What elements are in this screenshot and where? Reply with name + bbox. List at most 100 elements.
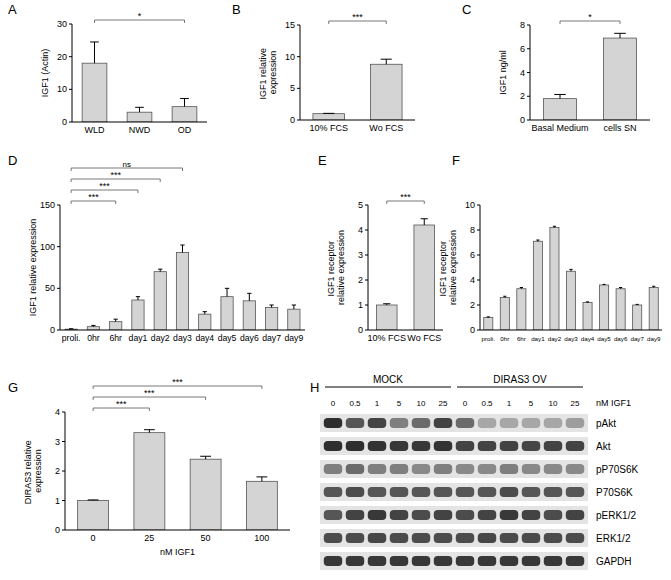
x-tick-label: WLD bbox=[85, 125, 106, 135]
band bbox=[456, 510, 474, 520]
y-tick-label: 10 bbox=[285, 52, 295, 62]
y-tick-label: 4 bbox=[520, 68, 525, 78]
dose-label: 5 bbox=[529, 399, 534, 408]
bar bbox=[500, 298, 509, 331]
y-tick-label: 15 bbox=[285, 20, 295, 30]
x-tick-label: day3 bbox=[564, 335, 578, 342]
x-tick-label: day7 bbox=[262, 333, 281, 343]
band bbox=[412, 418, 430, 428]
band bbox=[434, 418, 452, 428]
x-tick-label: day6 bbox=[240, 333, 259, 343]
bar bbox=[243, 301, 255, 330]
figure: A0102030IGF1 (Actin)WLDNWDOD*B051015IGF1… bbox=[0, 0, 671, 580]
panel-letter: A bbox=[8, 2, 17, 17]
band bbox=[456, 418, 474, 428]
dose-label: 25 bbox=[439, 399, 448, 408]
error-bar bbox=[503, 296, 506, 297]
x-axis bbox=[65, 530, 290, 531]
y-tick-label: 150 bbox=[40, 200, 55, 210]
x-axis bbox=[300, 120, 415, 121]
band bbox=[368, 510, 386, 520]
band bbox=[434, 464, 452, 474]
bar bbox=[550, 228, 559, 331]
x-tick-label: day9 bbox=[284, 333, 303, 343]
band bbox=[478, 556, 496, 566]
significance-label: * bbox=[588, 12, 592, 22]
y-tick-label: 0 bbox=[470, 325, 475, 335]
y-axis-label-line: IGF1 relative expression bbox=[28, 219, 38, 317]
y-tick-label: 4 bbox=[358, 225, 363, 235]
x-axis bbox=[72, 122, 207, 123]
y-tick-label: 2 bbox=[520, 91, 525, 101]
band bbox=[412, 556, 430, 566]
band bbox=[346, 556, 364, 566]
x-tick-label: proli. bbox=[62, 333, 81, 343]
y-tick-label: 10 bbox=[57, 84, 67, 94]
panel-e: E012345IGF1 receptor relative expression… bbox=[318, 153, 443, 343]
dose-label: 0 bbox=[463, 399, 468, 408]
bars bbox=[484, 226, 659, 330]
panel-b: B051015IGF1 relative expression10% FCSWo… bbox=[232, 2, 415, 133]
band bbox=[368, 487, 386, 497]
band bbox=[346, 487, 364, 497]
error-bar bbox=[135, 107, 144, 112]
row-label: Akt bbox=[596, 441, 611, 452]
dose-label: 1 bbox=[507, 399, 512, 408]
significance-label: *** bbox=[88, 192, 99, 202]
bar bbox=[288, 309, 300, 330]
y-axis bbox=[65, 412, 66, 530]
band bbox=[522, 418, 540, 428]
significance-label: ns bbox=[123, 160, 131, 169]
band bbox=[566, 441, 584, 451]
y-tick-label: 5 bbox=[358, 200, 363, 210]
error-bar bbox=[554, 94, 566, 98]
band bbox=[346, 418, 364, 428]
band bbox=[456, 464, 474, 474]
y-tick-label: 8 bbox=[520, 20, 525, 30]
x-tick-label: NWD bbox=[129, 125, 151, 135]
blot-strip bbox=[320, 552, 588, 570]
dose-label: 0.5 bbox=[481, 399, 493, 408]
row-label: P70S6K bbox=[596, 487, 633, 498]
bar bbox=[221, 297, 233, 330]
x-axis-label: nM IGF1 bbox=[160, 547, 195, 557]
band bbox=[346, 533, 364, 543]
y-axis-label-line: expression bbox=[33, 449, 43, 493]
band bbox=[412, 510, 430, 520]
x-tick-label: cells SN bbox=[603, 123, 636, 133]
y-axis-label-line: IGF1 receptor bbox=[438, 238, 448, 296]
dose-label: 5 bbox=[397, 399, 402, 408]
band bbox=[456, 556, 474, 566]
band bbox=[566, 510, 584, 520]
error-bar bbox=[180, 98, 189, 106]
panel-letter: E bbox=[318, 153, 327, 168]
band bbox=[456, 441, 474, 451]
x-tick-label: proli. bbox=[482, 335, 496, 342]
y-tick-label: 0 bbox=[520, 115, 525, 125]
x-tick-label: Wo FCS bbox=[407, 333, 441, 343]
group-line bbox=[325, 387, 451, 388]
y-axis-label: IGF1 (Actin) bbox=[40, 49, 50, 98]
panel-f: F0246810IGF1 receptor relative expressio… bbox=[438, 153, 662, 342]
band bbox=[390, 510, 408, 520]
panel-letter: D bbox=[8, 153, 17, 168]
error-bar bbox=[200, 456, 211, 459]
bar bbox=[376, 305, 397, 330]
error-bar bbox=[536, 240, 539, 241]
bar bbox=[566, 271, 575, 330]
bar bbox=[600, 285, 609, 330]
error-bar bbox=[323, 113, 334, 114]
bar bbox=[132, 300, 144, 330]
y-axis-label-line: expression bbox=[268, 51, 278, 95]
band bbox=[434, 441, 452, 451]
blot-strip bbox=[320, 460, 588, 478]
band bbox=[456, 487, 474, 497]
band bbox=[412, 533, 430, 543]
band bbox=[390, 556, 408, 566]
y-tick-label: 2 bbox=[55, 466, 60, 476]
x-tick-label: day4 bbox=[581, 335, 595, 342]
x-axis bbox=[530, 120, 650, 121]
x-tick-label: day2 bbox=[548, 335, 562, 342]
panel-c: C02468IGF1 ng/mlBasal Mediumcells SN* bbox=[462, 2, 650, 133]
bar bbox=[176, 253, 188, 331]
